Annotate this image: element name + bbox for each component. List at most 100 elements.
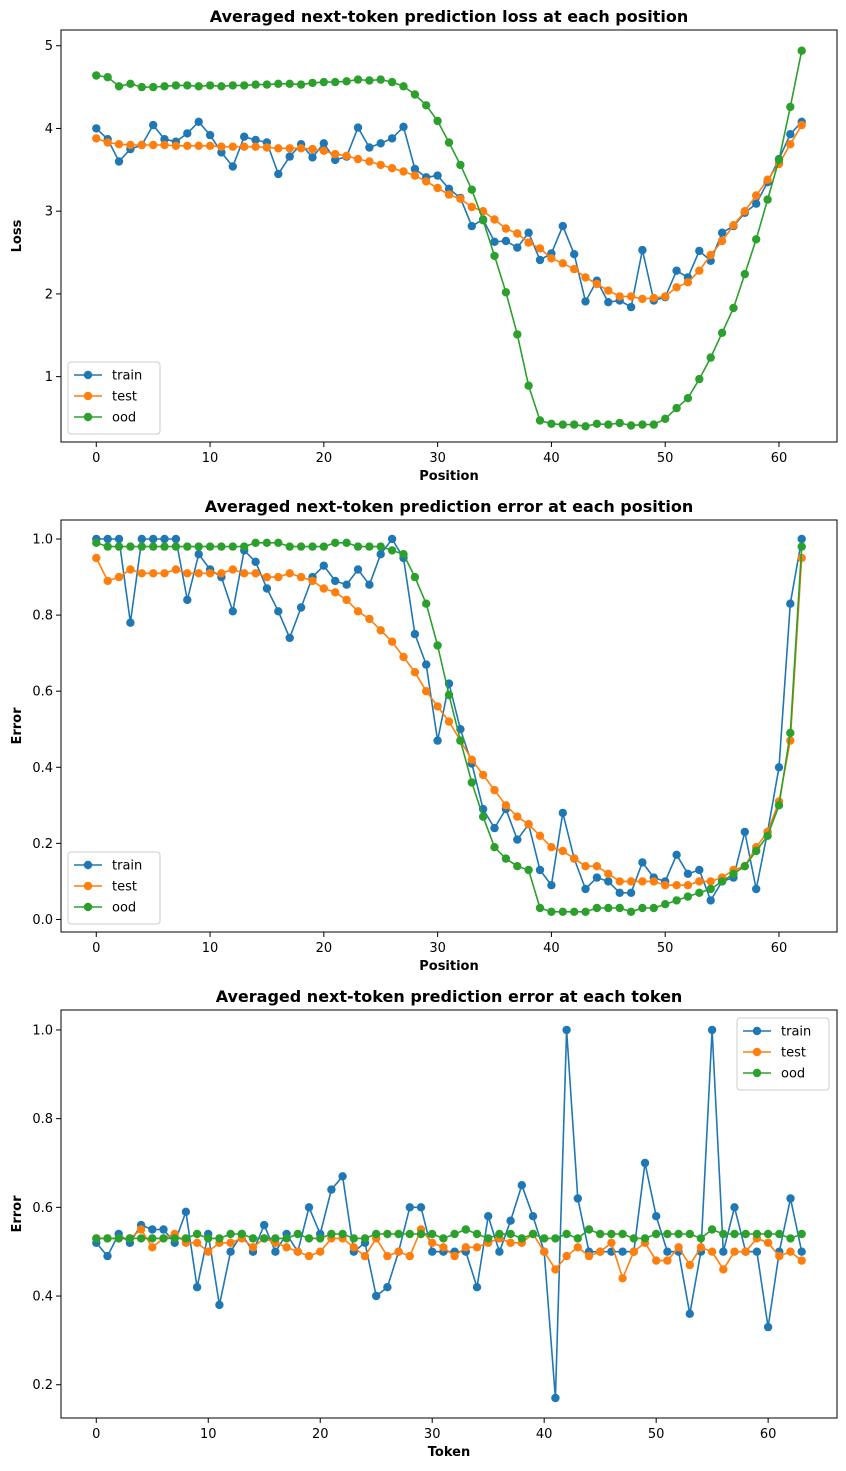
data-point-train <box>285 633 294 643</box>
data-point-test <box>674 1243 683 1252</box>
series-line-train <box>95 1029 803 1399</box>
data-point-test <box>183 569 192 578</box>
data-point-ood <box>467 185 476 194</box>
data-point-ood <box>342 538 351 547</box>
data-point-ood <box>240 542 249 551</box>
data-point-ood <box>584 1225 594 1234</box>
data-point-test <box>696 1243 706 1252</box>
data-point-train <box>126 618 135 627</box>
data-point-ood <box>137 82 146 92</box>
data-point-test <box>433 702 442 711</box>
data-point-ood <box>237 1229 246 1239</box>
data-point-train <box>308 153 317 162</box>
data-point-train <box>171 534 181 544</box>
data-point-ood <box>683 892 693 901</box>
data-point-test <box>513 229 522 238</box>
data-point-ood <box>706 353 715 362</box>
data-point-ood <box>547 419 556 428</box>
data-point-test <box>262 143 272 152</box>
data-point-test <box>558 259 567 268</box>
data-point-train <box>228 162 237 171</box>
data-point-train <box>535 255 545 265</box>
data-point-test <box>618 1274 627 1283</box>
data-point-ood <box>183 81 192 90</box>
data-point-test <box>592 279 602 289</box>
data-point-ood <box>683 394 693 403</box>
data-point-ood <box>797 1229 806 1239</box>
data-point-train <box>786 599 795 608</box>
data-point-ood <box>92 1234 101 1243</box>
data-point-test <box>399 652 408 662</box>
data-point-test <box>428 1238 437 1248</box>
data-point-ood <box>506 1229 515 1239</box>
data-point-train <box>262 584 272 593</box>
data-point-test <box>251 142 260 151</box>
legend-label-ood: ood <box>112 901 136 916</box>
data-point-train <box>604 877 613 886</box>
data-point-train <box>640 1158 650 1168</box>
data-point-ood <box>592 419 602 428</box>
data-point-ood <box>331 77 340 87</box>
x-tick-label: 50 <box>657 941 674 956</box>
data-point-test <box>547 254 556 263</box>
y-tick-label: 0.2 <box>32 837 53 852</box>
data-point-test <box>217 142 226 151</box>
data-point-test <box>741 1247 750 1256</box>
data-point-train <box>672 850 681 859</box>
x-tick-label: 60 <box>771 941 788 956</box>
legend-label-ood: ood <box>781 1067 805 1082</box>
data-point-train <box>285 152 294 161</box>
data-point-ood <box>308 542 317 551</box>
data-point-train <box>685 1309 694 1319</box>
data-point-ood <box>126 542 135 551</box>
x-tick-label: 30 <box>429 941 446 956</box>
data-point-ood <box>126 79 135 89</box>
data-point-ood <box>387 546 397 555</box>
data-point-train <box>618 1247 627 1256</box>
data-point-test <box>205 141 215 150</box>
data-point-test <box>316 1247 325 1256</box>
data-point-train <box>338 1172 347 1181</box>
data-point-test <box>626 877 636 886</box>
data-point-ood <box>581 907 590 916</box>
data-point-train <box>376 139 385 148</box>
data-point-test <box>422 177 431 186</box>
legend-marker-ood <box>752 1068 762 1078</box>
data-point-train <box>92 124 101 133</box>
data-point-train <box>740 827 749 837</box>
y-tick-label: 1 <box>45 370 53 385</box>
data-point-ood <box>775 1229 784 1239</box>
y-tick-label: 0.4 <box>32 1290 53 1305</box>
data-point-ood <box>649 903 658 913</box>
data-point-train <box>786 1194 795 1203</box>
data-point-ood <box>717 877 727 886</box>
series-train <box>92 534 806 905</box>
data-point-test <box>217 569 226 578</box>
data-point-test <box>114 572 124 582</box>
data-point-ood <box>467 778 476 787</box>
legend-marker-ood <box>83 412 93 422</box>
legend: train test ood <box>67 361 161 435</box>
data-point-train <box>416 1203 426 1212</box>
y-tick-label: 1.0 <box>32 533 53 548</box>
data-point-train <box>752 1247 762 1256</box>
y-tick-label: 3 <box>45 205 53 220</box>
data-point-ood <box>114 1234 123 1243</box>
data-point-ood <box>316 1234 325 1243</box>
data-point-train <box>524 228 533 237</box>
x-tick-label: 0 <box>92 1427 100 1442</box>
chart-1: Averaged next-token prediction loss at e… <box>10 7 838 484</box>
data-point-ood <box>752 235 761 244</box>
data-point-train <box>663 1247 672 1256</box>
data-point-ood <box>706 884 715 894</box>
data-point-test <box>524 238 533 247</box>
data-point-ood <box>372 1229 381 1239</box>
data-point-train <box>240 132 249 141</box>
y-axis-label: Error <box>10 707 25 745</box>
legend-label-test: test <box>781 1046 806 1061</box>
x-tick-label: 40 <box>543 941 560 956</box>
data-point-train <box>387 134 397 143</box>
data-point-test <box>353 154 363 164</box>
data-point-test <box>584 1251 594 1261</box>
legend-label-ood: ood <box>112 411 136 426</box>
